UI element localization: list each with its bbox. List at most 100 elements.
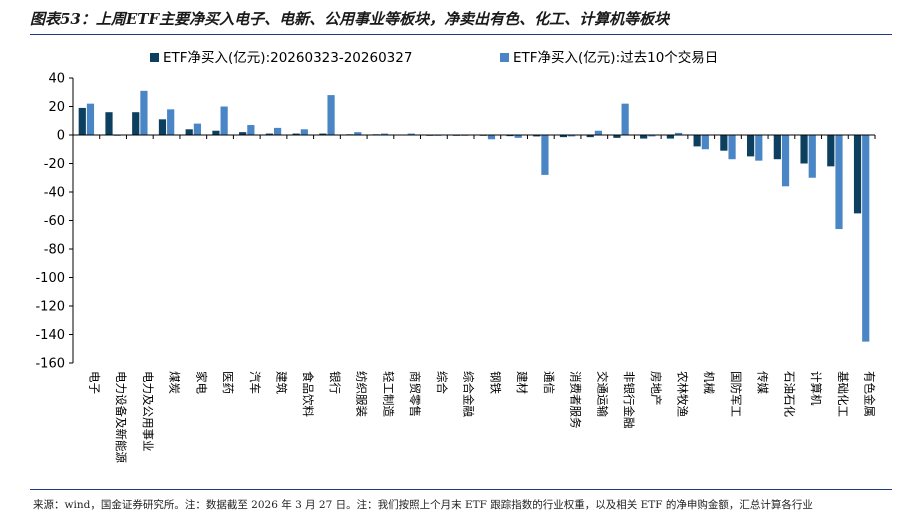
x-tick-label: 综合金融 xyxy=(462,371,476,417)
legend-swatch-ten-day xyxy=(500,53,509,62)
bar-weekly xyxy=(800,135,808,164)
bar-weekly xyxy=(105,112,113,135)
x-tick-label: 计算机 xyxy=(809,371,823,406)
bar-ten-day xyxy=(220,106,228,135)
bar-ten-day xyxy=(675,132,683,135)
bar-ten-day xyxy=(487,135,496,140)
bar-weekly xyxy=(292,133,300,135)
bar-weekly xyxy=(212,130,220,135)
bar-weekly xyxy=(773,135,781,160)
bar-ten-day xyxy=(193,123,201,135)
bar-ten-day xyxy=(327,95,335,135)
legend-label-weekly: ETF净买入(亿元):20260323-20260327 xyxy=(163,50,412,66)
x-tick-label: 电子 xyxy=(87,371,101,394)
bar-ten-day xyxy=(407,133,415,135)
bar-ten-day xyxy=(648,135,656,137)
x-tick-label: 银行 xyxy=(328,371,342,394)
bar-ten-day xyxy=(247,125,255,135)
x-tick-label: 汽车 xyxy=(248,371,262,394)
bar-weekly xyxy=(640,135,648,139)
bar-ten-day xyxy=(728,135,736,160)
bar-weekly xyxy=(666,135,674,139)
y-tick-label: 0 xyxy=(57,129,65,144)
bar-weekly xyxy=(613,135,621,138)
bar-ten-day xyxy=(755,135,763,161)
bar-ten-day xyxy=(514,135,522,138)
x-tick-label: 电力设备及新能源 xyxy=(114,371,128,463)
bar-ten-day xyxy=(808,135,816,178)
y-tick-label: -20 xyxy=(44,157,65,172)
x-tick-label: 传媒 xyxy=(756,371,770,394)
y-tick-label: 20 xyxy=(48,100,65,115)
y-tick-label: -120 xyxy=(35,300,65,315)
x-tick-label: 家电 xyxy=(194,371,208,394)
x-tick-label: 消费者服务 xyxy=(569,371,583,429)
bar-ten-day xyxy=(380,133,389,135)
x-tick-label: 国防军工 xyxy=(729,371,743,417)
x-tick-label: 商贸零售 xyxy=(408,371,422,417)
x-tick-label: 钢铁 xyxy=(488,371,502,394)
x-tick-label: 电力及公用事业 xyxy=(141,371,155,452)
bar-weekly xyxy=(720,135,728,151)
bar-ten-day xyxy=(862,135,870,342)
bar-weekly xyxy=(132,112,140,135)
x-tick-label: 交通运输 xyxy=(595,371,609,417)
bar-weekly xyxy=(158,119,167,135)
x-tick-label: 轻工制造 xyxy=(381,371,395,417)
legend-label-ten-day: ETF净买入(亿元):过去10个交易日 xyxy=(513,49,718,66)
x-tick-label: 有色金属 xyxy=(863,371,877,417)
bar-ten-day xyxy=(781,135,790,187)
y-tick-label: -100 xyxy=(35,271,65,286)
bar-ten-day xyxy=(594,130,602,135)
source-note: 来源：wind，国金证券研究所。注：数据截至 2026 年 3 月 27 日。注… xyxy=(33,499,813,511)
bar-weekly xyxy=(506,135,514,137)
x-tick-label: 医药 xyxy=(221,371,235,394)
title-divider xyxy=(30,34,892,35)
bar-ten-day xyxy=(541,135,549,175)
bar-ten-day xyxy=(568,135,576,137)
bar-weekly xyxy=(827,135,835,167)
bar-ten-day xyxy=(835,135,843,230)
x-tick-label: 纺织服装 xyxy=(355,371,369,417)
bar-ten-day xyxy=(140,90,148,135)
bar-ten-day xyxy=(354,132,362,135)
x-tick-label: 农林牧渔 xyxy=(676,371,690,417)
x-tick-label: 煤炭 xyxy=(168,371,182,394)
bar-weekly xyxy=(78,107,86,135)
bar-ten-day xyxy=(621,103,629,135)
x-tick-label: 建材 xyxy=(515,371,529,394)
bar-weekly xyxy=(533,135,541,137)
y-tick-label: -140 xyxy=(35,328,65,343)
bar-weekly xyxy=(747,135,755,157)
bar-weekly xyxy=(853,135,862,214)
bar-weekly xyxy=(586,135,594,138)
bar-ten-day xyxy=(300,129,308,135)
bar-weekly xyxy=(185,129,193,135)
x-tick-label: 基础化工 xyxy=(836,371,850,417)
bar-ten-day xyxy=(274,127,282,135)
bar-weekly xyxy=(319,133,327,135)
footer-divider xyxy=(30,489,892,490)
bar-weekly xyxy=(559,135,568,138)
y-tick-label: -60 xyxy=(44,214,65,229)
bar-ten-day xyxy=(701,135,709,150)
bar-weekly xyxy=(265,133,273,135)
chart-title: 图表53：上周ETF主要净买入电子、电新、公用事业等板块，净卖出有色、化工、计算… xyxy=(30,10,670,28)
bar-ten-day xyxy=(167,109,175,135)
legend-swatch-weekly xyxy=(150,53,159,62)
bar-weekly xyxy=(239,132,247,135)
y-tick-label: -160 xyxy=(35,357,65,372)
x-tick-label: 石油石化 xyxy=(782,371,796,417)
y-tick-label: 40 xyxy=(48,72,65,87)
x-tick-label: 通信 xyxy=(542,371,556,394)
y-tick-label: -80 xyxy=(44,243,65,258)
x-tick-label: 建筑 xyxy=(275,371,289,394)
bar-ten-day xyxy=(86,103,95,135)
y-tick-label: -40 xyxy=(44,186,65,201)
x-tick-label: 食品饮料 xyxy=(301,371,315,417)
x-tick-label: 机械 xyxy=(702,371,716,394)
x-tick-label: 房地产 xyxy=(649,371,663,406)
bar-weekly xyxy=(693,135,701,147)
